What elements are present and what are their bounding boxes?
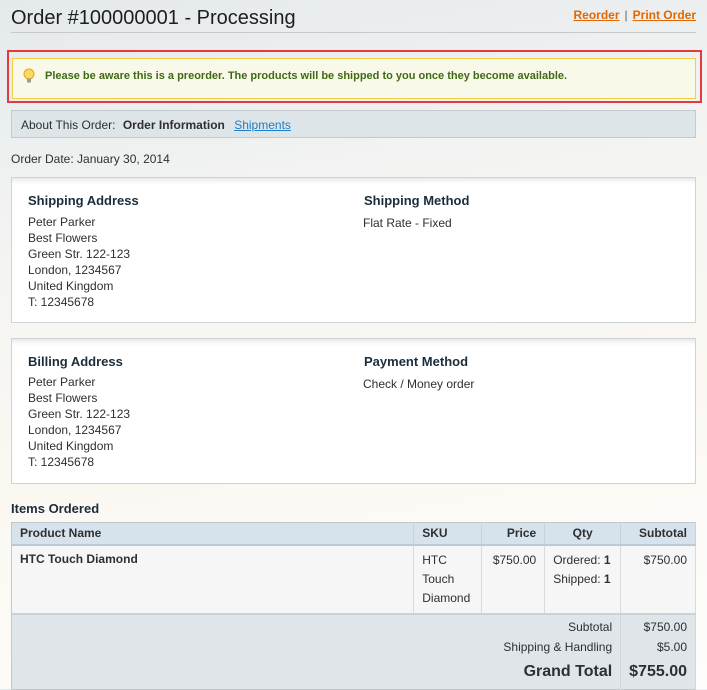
col-qty: Qty xyxy=(544,522,622,546)
address-line: T: 12345678 xyxy=(28,455,95,469)
tab-shipments[interactable]: Shipments xyxy=(234,118,291,132)
billing-address: Peter Parker Best Flowers Green Str. 122-1… xyxy=(28,374,130,470)
address-line: Peter Parker xyxy=(28,215,96,229)
payment-method: Check / Money order xyxy=(363,377,475,391)
product-price: $750.00 xyxy=(481,544,546,614)
shipped-label: Shipped: xyxy=(553,571,601,586)
billing-address-title: Billing Address xyxy=(28,354,123,369)
subtotal-value: $750.00 xyxy=(620,612,696,637)
page-title: Order #100000001 - Processing xyxy=(11,7,296,29)
col-price: Price xyxy=(481,522,546,546)
shipping-label: Shipping & Handling xyxy=(11,636,622,657)
grand-total-row: Grand Total $755.00 xyxy=(11,656,696,689)
product-sku: HTC Touch Diamond xyxy=(413,544,483,614)
address-line: United Kingdom xyxy=(28,279,114,293)
shipping-address: Peter Parker Best Flowers Green Str. 122-1… xyxy=(28,214,130,310)
highlight-box xyxy=(7,50,702,103)
billing-box: Billing Address Peter Parker Best Flowers… xyxy=(11,338,696,484)
address-line: United Kingdom xyxy=(28,439,114,453)
subtotal-row: Subtotal $750.00 xyxy=(11,612,696,637)
payment-method-title: Payment Method xyxy=(364,354,469,369)
items-ordered-title: Items Ordered xyxy=(11,501,100,516)
address-line: Best Flowers xyxy=(28,391,98,405)
lightbulb-icon xyxy=(23,68,35,83)
reorder-link[interactable]: Reorder xyxy=(573,8,620,22)
address-line: Peter Parker xyxy=(28,375,96,389)
items-table: Product Name SKU Price Qty Subtotal HTC … xyxy=(11,522,696,690)
order-tabs: About This Order: Order Information Ship… xyxy=(11,110,696,138)
preorder-notice: Please be aware this is a preorder. The … xyxy=(12,58,696,99)
notice-text: Please be aware this is a preorder. The … xyxy=(45,70,568,82)
col-sku: SKU xyxy=(413,522,483,546)
grand-total-label: Grand Total xyxy=(11,656,622,689)
tabs-label: About This Order: xyxy=(21,118,116,132)
sku-line: Touch xyxy=(422,571,455,586)
address-line: T: 12345678 xyxy=(28,295,95,309)
grand-total-value: $755.00 xyxy=(620,656,696,689)
print-order-link[interactable]: Print Order xyxy=(632,8,696,22)
shipping-row: Shipping & Handling $5.00 xyxy=(11,636,696,657)
address-line: Green Str. 122-123 xyxy=(28,407,131,421)
col-subtotal: Subtotal xyxy=(620,522,696,546)
title-divider xyxy=(11,32,696,33)
shipping-address-title: Shipping Address xyxy=(28,193,139,208)
sku-line: Diamond xyxy=(422,590,471,605)
table-header: Product Name SKU Price Qty Subtotal xyxy=(11,522,696,546)
shipping-method-title: Shipping Method xyxy=(364,193,470,208)
shipping-value: $5.00 xyxy=(620,636,696,657)
ordered-qty: 1 xyxy=(603,552,611,567)
shipping-box: Shipping Address Peter Parker Best Flower… xyxy=(11,177,696,323)
shipped-qty: 1 xyxy=(603,571,611,586)
product-subtotal: $750.00 xyxy=(620,544,696,614)
subtotal-label: Subtotal xyxy=(11,612,622,637)
link-separator: | xyxy=(624,8,628,22)
address-line: London, 1234567 xyxy=(28,423,122,437)
sku-line: HTC xyxy=(422,552,447,567)
address-line: Green Str. 122-123 xyxy=(28,247,131,261)
address-line: Best Flowers xyxy=(28,231,98,245)
product-qty: Ordered: 1 Shipped: 1 xyxy=(544,544,622,614)
table-row: HTC Touch Diamond HTC Touch Diamond $750.0… xyxy=(11,544,696,614)
col-product-name: Product Name xyxy=(11,522,415,546)
ordered-label: Ordered: xyxy=(553,552,601,567)
order-links: Reorder | Print Order xyxy=(574,8,697,22)
tab-order-information[interactable]: Order Information xyxy=(122,118,225,132)
shipping-method: Flat Rate - Fixed xyxy=(363,216,452,230)
order-date: Order Date: January 30, 2014 xyxy=(11,152,170,166)
address-line: London, 1234567 xyxy=(28,263,122,277)
product-name: HTC Touch Diamond xyxy=(11,544,415,614)
